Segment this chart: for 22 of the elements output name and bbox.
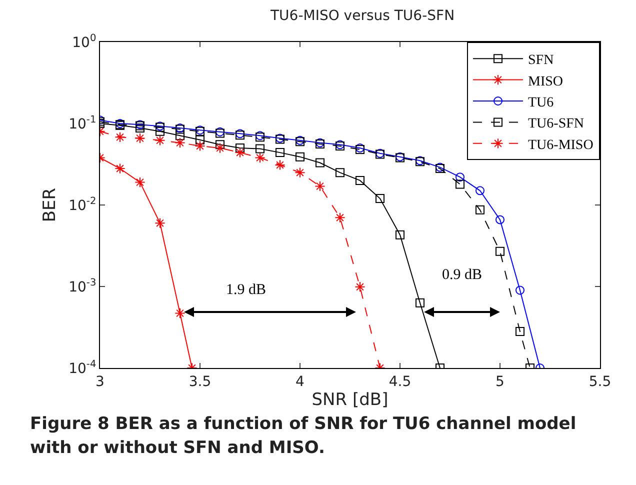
- y-tick-label: 10$^{-2}$: [68, 196, 96, 214]
- legend-label: TU6-MISO: [528, 138, 594, 153]
- annotation: 1.9 dB: [226, 282, 266, 298]
- x-tick-label: 4: [296, 374, 305, 390]
- x-tick-label: 3: [96, 374, 104, 390]
- x-tick-label: 5: [496, 374, 504, 390]
- y-tick-label: 10$^{-1}$: [68, 114, 96, 132]
- y-tick-label: 10$^{-4}$: [68, 359, 96, 377]
- legend-label: SFN: [528, 53, 554, 68]
- chart-title: TU6-MISO versus TU6-SFN: [269, 8, 455, 24]
- y-tick-label: 10$^{0}$: [72, 33, 96, 51]
- x-axis-title: SNR [dB]: [312, 390, 388, 410]
- y-axis-title: BER: [40, 188, 60, 222]
- x-tick-label: 5.5: [588, 374, 612, 390]
- legend-label: TU6: [528, 95, 554, 110]
- caption: Figure 8 BER as a function of SNR for TU6 channel model with or without SFN and MISO.: [30, 413, 578, 460]
- legend-label: TU6-SFN: [528, 116, 584, 132]
- legend-label: MISO: [528, 74, 564, 90]
- x-tick-label: 4.5: [388, 374, 412, 390]
- x-tick-label: 3.5: [188, 374, 212, 390]
- annotation: 0.9 dB: [442, 267, 482, 283]
- y-tick-label: 10$^{-3}$: [68, 278, 96, 296]
